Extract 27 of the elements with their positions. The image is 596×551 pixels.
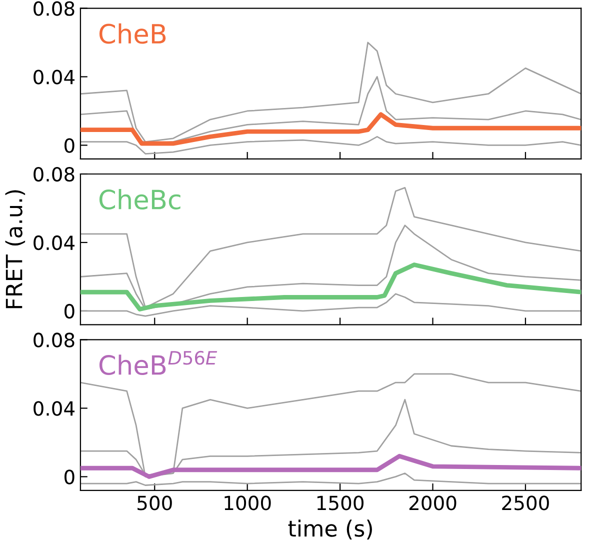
x-tick-label: 1000 bbox=[224, 496, 271, 510]
x-tick-label: 2500 bbox=[502, 496, 549, 510]
y-tick-label: 0.04 bbox=[34, 401, 75, 416]
text: CheBc bbox=[99, 189, 180, 210]
text: CheB bbox=[99, 23, 166, 44]
line-series bbox=[80, 472, 582, 486]
line-series bbox=[80, 112, 582, 146]
y-tick-label: 0 bbox=[64, 304, 74, 319]
x-tick-label: 2000 bbox=[409, 496, 456, 510]
y-axis-title: FRET (a.u.) bbox=[5, 190, 26, 308]
line-series bbox=[80, 293, 582, 317]
line-series bbox=[80, 454, 582, 479]
y-tick-label: 0.04 bbox=[34, 70, 75, 84]
y-tick-label: 0.08 bbox=[34, 1, 74, 16]
y-tick-label: 0 bbox=[64, 470, 74, 484]
y-tick-label: 0 bbox=[64, 138, 74, 153]
line-series bbox=[80, 262, 582, 312]
x-tick-label: 500 bbox=[138, 496, 172, 510]
y-tick-label: 0.08 bbox=[34, 332, 74, 348]
line-series bbox=[80, 136, 582, 154]
x-tick-label: 1500 bbox=[317, 496, 364, 510]
x-axis-title: time (s) bbox=[288, 520, 372, 540]
text: CheB$^{D56E}$ bbox=[99, 350, 218, 376]
y-tick-label: 0.04 bbox=[34, 235, 75, 250]
line-series bbox=[80, 373, 582, 478]
line-series bbox=[80, 186, 582, 308]
y-tick-label: 0.08 bbox=[34, 166, 74, 182]
